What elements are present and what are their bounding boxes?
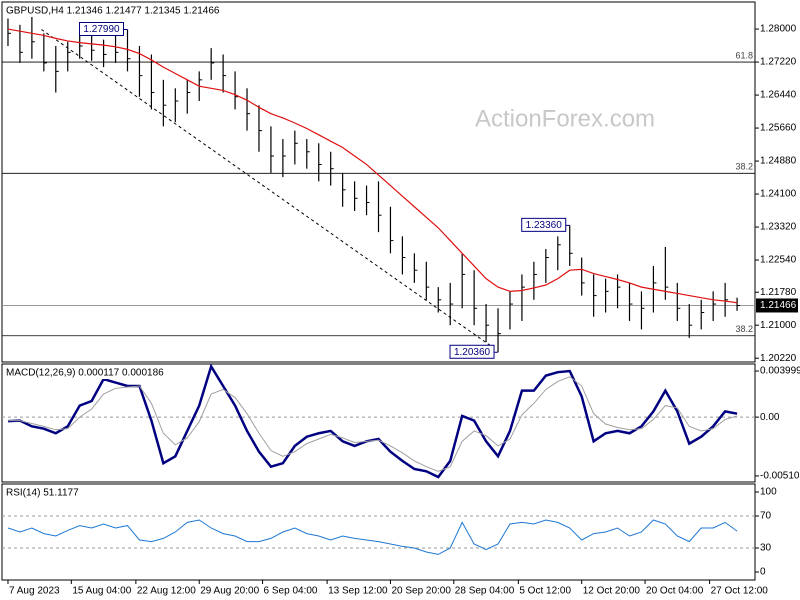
x-tick-label: 13 Sep 12:00: [328, 586, 388, 597]
x-tick-label: 12 Oct 20:00: [583, 586, 641, 597]
panel-title: MACD(12,26,9) 0.000117 0.000186: [6, 368, 164, 379]
y-tick-label: 1.21000: [760, 320, 797, 331]
y-tick-label: 1.21780: [760, 287, 797, 298]
panel-title: GBPUSD,H4 1.21346 1.21477 1.21345 1.2146…: [6, 6, 220, 17]
fib-level-label: 61.8: [735, 50, 753, 60]
panel-title-bg: [4, 486, 85, 499]
price-annotation-label: 1.27990: [83, 24, 120, 35]
y-tick-label: 1.23320: [760, 222, 797, 233]
rsi-panel: [1, 483, 756, 581]
trendline: [41, 29, 492, 347]
macd-panel: [1, 363, 756, 483]
indicator-line: [7, 519, 738, 555]
x-tick-label: 20 Sep 20:00: [391, 586, 451, 597]
y-tick-label: 0.00: [760, 412, 780, 423]
y-tick-label: 1.22540: [760, 255, 797, 266]
y-tick-label: 1.24100: [760, 189, 797, 200]
x-tick-label: 5 Oct 12:00: [519, 586, 571, 597]
y-tick-label: 1.20220: [760, 353, 797, 364]
indicator-line: [7, 363, 738, 479]
x-tick-label: 28 Sep 04:00: [455, 586, 515, 597]
current-price-label: 1.21466: [760, 300, 797, 311]
x-tick-label: 22 Aug 12:00: [137, 586, 196, 597]
x-tick-label: 27 Oct 12:00: [711, 586, 769, 597]
y-tick-label: 100: [760, 487, 777, 498]
price-annotation-label: 1.20360: [454, 347, 491, 358]
y-tick-label: 0.003999: [760, 366, 800, 377]
indicator-line: [7, 376, 738, 472]
y-tick-label: 1.27220: [760, 57, 797, 68]
y-tick-label: 1.25660: [760, 123, 797, 134]
panel-title-bg: [4, 4, 231, 17]
x-tick-label: 7 Aug 2023: [9, 586, 60, 597]
y-tick-label: 1.26440: [760, 90, 797, 101]
panel-title: RSI(14) 51.1177: [6, 488, 79, 499]
fib-level-label: 38.2: [735, 162, 753, 172]
x-tick-label: 20 Oct 04:00: [646, 586, 704, 597]
watermark: ActionForex.com: [475, 105, 655, 132]
y-tick-label: 1.24880: [760, 156, 797, 167]
y-tick-label: 1.28000: [760, 24, 797, 35]
price-annotation-label: 1.23360: [526, 220, 563, 231]
x-tick-label: 29 Aug 20:00: [200, 586, 259, 597]
x-tick-label: 6 Sep 04:00: [264, 586, 318, 597]
x-tick-label: 15 Aug 04:00: [72, 586, 131, 597]
y-tick-label: 30: [760, 543, 772, 554]
moving-average: [7, 28, 738, 304]
y-tick-label: 70: [760, 511, 772, 522]
price-panel: [1, 1, 756, 363]
panel-title-bg: [4, 366, 172, 379]
y-tick-label: 0: [760, 567, 766, 578]
fib-level-label: 38.2: [735, 324, 753, 334]
y-tick-label: -0.005103: [760, 471, 800, 482]
current-price-box: [756, 298, 798, 313]
